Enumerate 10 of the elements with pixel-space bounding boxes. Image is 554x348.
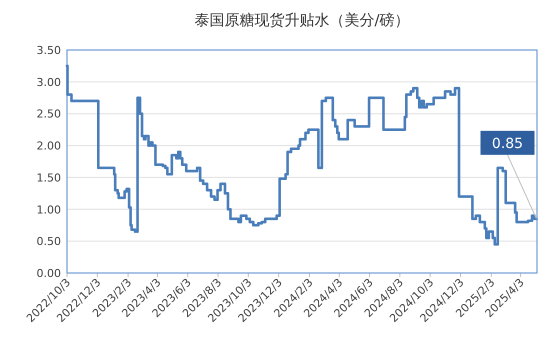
- y-tick-label: 0.50: [36, 235, 61, 248]
- chart-title: 泰国原糖现货升贴水（美分/磅）: [194, 11, 410, 29]
- y-tick-label: 2.00: [36, 140, 61, 153]
- y-tick-label: 0.00: [36, 267, 61, 280]
- y-tick-label: 1.00: [36, 203, 61, 216]
- y-tick-label: 3.00: [36, 76, 61, 89]
- y-tick-label: 2.50: [36, 108, 61, 121]
- y-tick-label: 3.50: [36, 44, 61, 57]
- annotation: 0.85: [492, 136, 524, 152]
- y-tick-label: 1.50: [36, 171, 61, 184]
